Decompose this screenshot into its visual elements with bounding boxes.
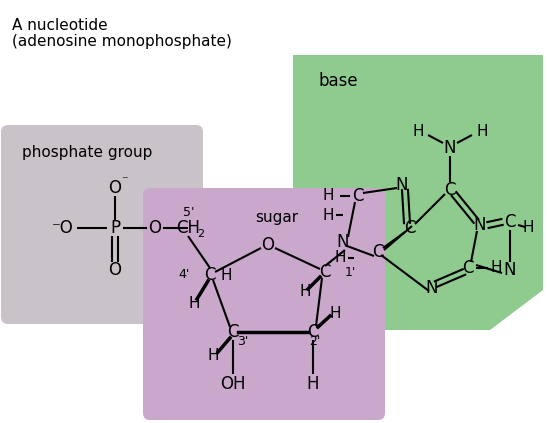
Text: C: C [319,263,331,281]
Text: ⁻: ⁻ [121,175,127,187]
FancyBboxPatch shape [143,188,385,420]
Text: phosphate group: phosphate group [22,145,153,160]
Text: H: H [476,124,488,140]
Text: C: C [444,181,456,199]
Text: H: H [299,285,311,299]
Text: 3': 3' [237,335,248,348]
Text: C: C [404,219,416,237]
Text: H: H [334,250,346,266]
Text: H: H [220,267,232,283]
Text: base: base [318,72,358,90]
Text: OH: OH [220,375,246,393]
Text: 2': 2' [309,335,321,348]
Text: 4': 4' [179,269,190,281]
Text: ⁻O: ⁻O [52,219,74,237]
Text: 1': 1' [345,266,357,278]
Text: C: C [462,259,474,277]
Text: sugar: sugar [255,210,298,225]
Text: H: H [188,296,200,310]
Text: A nucleotide: A nucleotide [12,18,108,33]
Text: H: H [329,307,341,321]
Text: N: N [426,279,438,297]
Text: H: H [490,261,502,275]
Text: N: N [337,233,349,251]
Text: N: N [395,176,408,194]
Text: O: O [108,261,121,279]
Text: H: H [412,124,424,140]
Text: N: N [504,261,516,279]
Text: H: H [522,220,534,234]
Text: P: P [110,219,120,237]
Text: C: C [504,213,516,231]
Text: O: O [148,219,161,237]
Text: C: C [373,243,384,261]
Text: (adenosine monophosphate): (adenosine monophosphate) [12,34,232,49]
Text: N: N [474,216,486,234]
Text: O: O [108,179,121,197]
Text: N: N [444,139,456,157]
Text: C: C [204,266,216,284]
Text: C: C [307,323,319,341]
Text: C: C [227,323,238,341]
Polygon shape [293,55,543,330]
Text: C: C [352,187,364,205]
Text: O: O [261,236,275,254]
Text: 2: 2 [197,229,205,239]
FancyBboxPatch shape [1,125,203,324]
Text: H: H [207,349,219,363]
Text: H: H [307,375,319,393]
Text: H: H [322,208,334,222]
Text: 5': 5' [183,206,195,220]
Text: H: H [322,189,334,203]
Text: CH: CH [176,219,200,237]
